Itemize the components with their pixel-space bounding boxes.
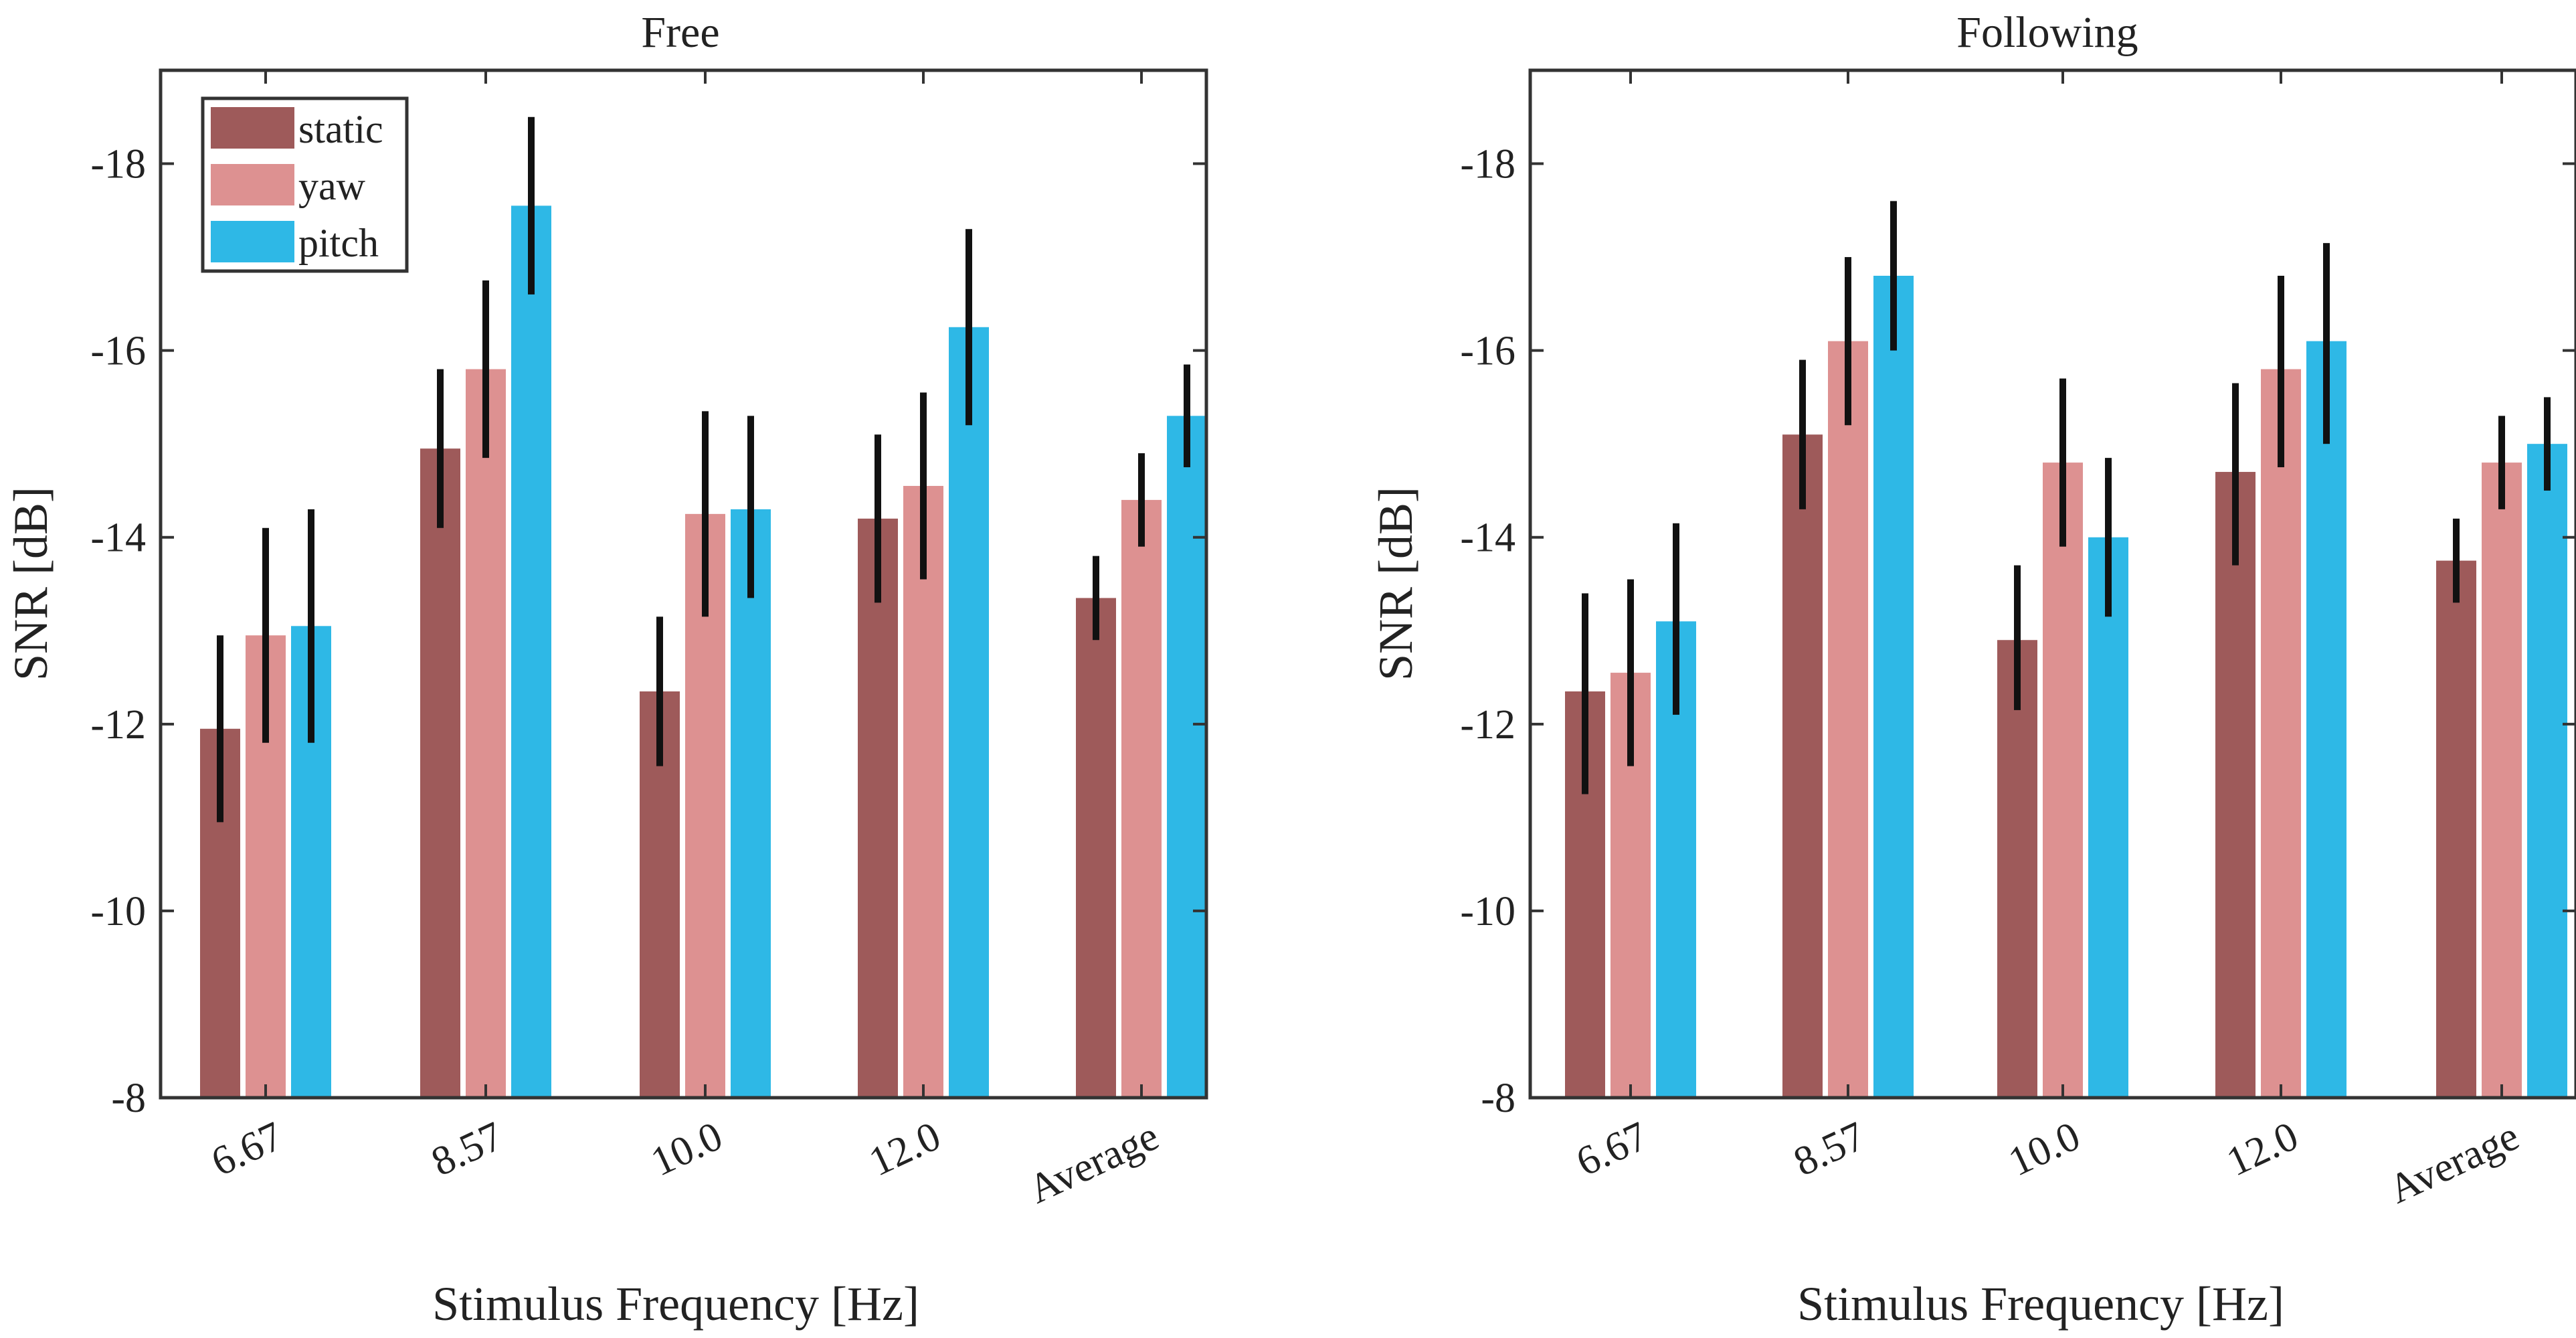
y-tick-label: -16: [90, 329, 146, 374]
legend-swatch-pitch: [211, 221, 294, 262]
bar-yaw: [466, 369, 506, 1098]
legend: static yaw pitch: [201, 96, 409, 273]
bar-pitch: [511, 205, 551, 1098]
error-bar-static: [1093, 556, 1099, 641]
y-tick-label: -16: [1460, 329, 1515, 374]
x-tick-label: Average: [2382, 1113, 2526, 1212]
bar-pitch: [1167, 416, 1207, 1098]
bar-pitch: [1873, 276, 1914, 1098]
bar-static: [1997, 640, 2037, 1098]
error-bar-static: [1799, 359, 1806, 509]
bar-static: [420, 448, 460, 1098]
legend-swatch-static: [211, 107, 294, 149]
legend-label-pitch: pitch: [298, 221, 379, 265]
plot-frame: [159, 68, 1208, 1100]
y-tick-label: -8: [111, 1076, 146, 1121]
y-tick-label: -14: [90, 515, 146, 561]
bar-static: [1782, 434, 1823, 1098]
bar-yaw: [2043, 463, 2083, 1098]
y-tick-label: -18: [90, 142, 146, 187]
x-tick-label: 8.57: [425, 1113, 510, 1185]
x-tick-label: 6.67: [1570, 1113, 1655, 1185]
error-bar-yaw: [2278, 276, 2284, 468]
error-bar-pitch: [747, 416, 754, 598]
error-bar-pitch: [2105, 458, 2112, 617]
bar-pitch: [2306, 341, 2347, 1098]
legend-label-yaw: yaw: [298, 164, 366, 208]
x-axis-label: Stimulus Frequency [Hz]: [1797, 1277, 2284, 1331]
error-bar-yaw: [262, 527, 269, 743]
error-bar-pitch: [1890, 201, 1897, 351]
legend-swatch-yaw: [211, 164, 294, 205]
error-bar-pitch: [528, 116, 535, 295]
error-bar-yaw: [2498, 416, 2505, 509]
bar-static: [2436, 560, 2476, 1098]
bar-static: [2215, 472, 2256, 1098]
y-tick-label: -10: [1460, 889, 1515, 934]
bar-pitch: [2527, 444, 2567, 1098]
legend-label-static: static: [298, 107, 383, 151]
bar-yaw: [2261, 369, 2301, 1098]
error-bar-static: [1582, 593, 1588, 795]
panel-free: Free -8 -10 -12 -14 -16 -18 6.67 8.57 10.0 12.0 A…: [4, 8, 1208, 1331]
y-axis-label: SNR [dB]: [1369, 487, 1422, 681]
x-tick-label: 8.57: [1787, 1113, 1872, 1185]
y-tick-label: -8: [1481, 1076, 1515, 1121]
y-tick-label: -12: [1460, 702, 1515, 748]
y-axis-ticks: -8 -10 -12 -14 -16 -18: [90, 142, 1206, 1121]
y-axis-ticks: -8 -10 -12 -14 -16 -18: [1460, 142, 2576, 1121]
error-bar-static: [437, 369, 444, 528]
chart-title: Free: [641, 8, 719, 57]
error-bar-pitch: [2323, 243, 2330, 444]
bar-pitch: [2088, 537, 2128, 1098]
bar-yaw: [2482, 463, 2522, 1098]
x-axis-label: Stimulus Frequency [Hz]: [432, 1277, 919, 1331]
error-bar-static: [656, 616, 663, 766]
x-tick-label: 10.0: [2002, 1113, 2087, 1185]
bar-static: [858, 518, 898, 1098]
bar-static: [1076, 598, 1116, 1098]
bar-yaw: [903, 485, 943, 1098]
error-bar-yaw: [702, 411, 709, 617]
x-tick-label: 12.0: [862, 1113, 947, 1185]
x-tick-label: 12.0: [2220, 1113, 2305, 1185]
error-bar-yaw: [1845, 257, 1851, 426]
error-bar-pitch: [965, 229, 972, 426]
error-bar-yaw: [1627, 579, 1634, 766]
error-bar-static: [2014, 565, 2021, 710]
x-tick-label: Average: [1022, 1113, 1166, 1212]
bar-groups: [1565, 201, 2567, 1098]
error-bar-yaw: [920, 392, 927, 580]
error-bar-static: [2453, 518, 2460, 603]
plot-frame: [1528, 68, 2576, 1100]
bar-pitch: [949, 327, 989, 1098]
y-tick-label: -12: [90, 702, 146, 748]
error-bar-pitch: [1673, 523, 1679, 715]
bar-yaw: [1121, 499, 1162, 1098]
error-bar-yaw: [2059, 378, 2066, 547]
error-bar-yaw: [482, 280, 489, 458]
y-axis-label: SNR [dB]: [4, 487, 58, 681]
error-bar-static: [217, 635, 223, 823]
bar-pitch: [731, 509, 771, 1098]
error-bar-static: [2232, 383, 2239, 566]
error-bar-pitch: [2544, 397, 2551, 491]
error-bar-pitch: [1184, 364, 1190, 468]
x-tick-label: 10.0: [644, 1113, 729, 1185]
chart-title: Following: [1956, 8, 2138, 57]
y-tick-label: -14: [1460, 515, 1515, 561]
x-tick-label: 6.67: [205, 1113, 290, 1185]
y-tick-label: -18: [1460, 142, 1515, 187]
error-bar-pitch: [308, 509, 314, 743]
error-bar-static: [875, 434, 881, 603]
y-tick-label: -10: [90, 889, 146, 934]
panel-following: Following -8 -10 -12 -14 -16 -18 6.67 8.57 10.0…: [1369, 8, 2576, 1331]
bar-yaw: [1828, 341, 1868, 1098]
error-bar-yaw: [1138, 453, 1145, 547]
bar-groups: [200, 116, 1207, 1098]
